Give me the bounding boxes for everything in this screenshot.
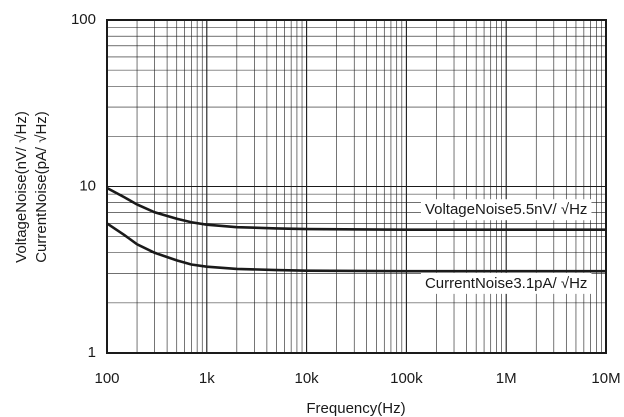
noise-curves: [106, 186, 606, 273]
voltage-noise-label: VoltageNoise5.5nV/ √Hz: [420, 199, 592, 221]
x-axis-title: Frequency(Hz): [306, 400, 405, 417]
x-tick-label: 1M: [496, 370, 517, 387]
annotation-background: [420, 199, 592, 221]
grid: [106, 20, 606, 354]
curve-annotations: VoltageNoise5.5nV/ √Hz CurrentNoise3.1pA/…: [420, 199, 592, 294]
current-noise-label: CurrentNoise3.1pA/ √Hz: [420, 272, 592, 294]
x-tick-label: 10k: [295, 370, 320, 387]
x-tick-label: 100: [94, 370, 119, 387]
y-tick-label: 1: [88, 344, 96, 361]
y-tick-label: 100: [71, 11, 96, 28]
y-axis-title-current: CurrentNoise(pA/ √Hz): [33, 111, 50, 263]
x-tick-label: 1k: [199, 370, 215, 387]
x-tick-labels: 100 1k 10k 100k 1M 10M: [94, 370, 620, 387]
plot-frame: [106, 19, 607, 354]
y-tick-label: 10: [79, 177, 96, 194]
annotation-text: VoltageNoise5.5nV/ √Hz: [425, 201, 588, 218]
annotation-background: [420, 272, 592, 294]
current-noise-curve: [106, 222, 606, 273]
y-axis-title-voltage: VoltageNoise(nV/ √Hz): [13, 111, 30, 263]
voltage-noise-curve: [106, 186, 606, 232]
x-tick-label: 100k: [390, 370, 423, 387]
y-tick-labels: 1 10 100: [71, 11, 96, 361]
annotation-text: CurrentNoise3.1pA/ √Hz: [425, 275, 587, 292]
x-tick-label: 10M: [591, 370, 620, 387]
